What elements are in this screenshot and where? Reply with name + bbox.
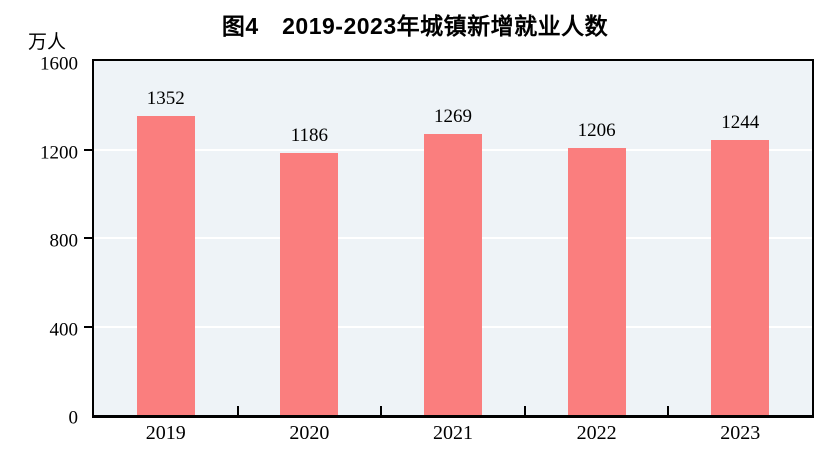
y-axis-label-400: 400: [49, 319, 79, 340]
bar-value-label-2023: 1244: [721, 111, 760, 133]
x-axis-label-2023: 2023: [720, 422, 761, 444]
bar-value-label-2022: 1206: [577, 120, 616, 142]
y-axis-tick-1200: [84, 148, 92, 151]
y-axis-tick-400: [84, 325, 92, 328]
bar-value-label-2019: 1352: [146, 87, 185, 109]
bar-2020: [280, 152, 339, 415]
y-axis-label-1200: 1200: [40, 142, 78, 163]
bar-2023: [711, 139, 770, 415]
y-axis-label-800: 800: [49, 230, 79, 252]
x-axis-tick: [667, 406, 670, 415]
x-axis-label-2022: 2022: [576, 422, 617, 444]
x-axis-label-2021: 2021: [433, 422, 473, 444]
chart-title: 图4 2019-2023年城镇新增就业人数: [221, 13, 609, 39]
bar-2022: [567, 148, 626, 415]
bar-2019: [136, 115, 195, 415]
y-axis-tick-800: [84, 237, 92, 239]
bar-2021: [424, 134, 482, 415]
x-axis-tick: [236, 406, 239, 415]
x-axis-label-2020: 2020: [289, 422, 330, 444]
x-axis-tick: [380, 406, 383, 415]
bar-value-label-2020: 1186: [290, 124, 329, 146]
y-axis-label-0: 0: [68, 407, 79, 429]
plot-area: 1352 1186 1269 1206 1244: [92, 59, 814, 418]
bar-value-label-2021: 1269: [434, 106, 472, 128]
x-axis-tick: [523, 406, 526, 415]
x-axis-label-2019: 2019: [145, 422, 186, 444]
y-axis-unit-label: 万人: [28, 32, 67, 53]
y-axis-label-1600: 1600: [40, 53, 78, 75]
